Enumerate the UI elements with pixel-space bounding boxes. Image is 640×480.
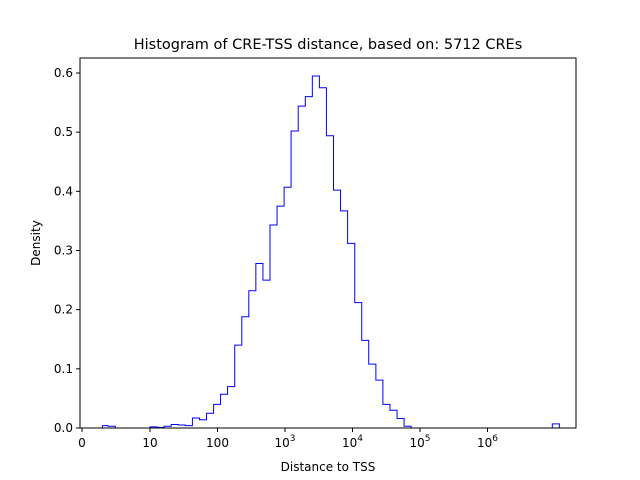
chart-title: Histogram of CRE-TSS distance, based on:… — [134, 37, 523, 53]
x-tick-label: 104 — [342, 434, 363, 450]
x-axis-label: Distance to TSS — [281, 460, 376, 474]
y-tick-label: 0.6 — [54, 66, 73, 80]
plot-area — [80, 58, 576, 428]
x-tick-label: 0 — [78, 436, 86, 450]
y-tick-label: 0.3 — [54, 244, 73, 258]
y-tick-label: 0.5 — [54, 125, 73, 139]
x-tick-label: 103 — [274, 434, 295, 450]
y-tick-label: 0.4 — [54, 184, 73, 198]
x-tick-label: 100 — [206, 436, 229, 450]
x-tick-label: 106 — [477, 434, 498, 450]
y-axis-label: Density — [29, 220, 43, 266]
y-tick-label: 0.0 — [54, 421, 73, 435]
x-tick-label: 10 — [142, 436, 157, 450]
x-tick-label: 105 — [409, 434, 430, 450]
y-tick-label: 0.2 — [54, 303, 73, 317]
plot-frame — [79, 57, 577, 429]
y-tick-label: 0.1 — [54, 362, 73, 376]
